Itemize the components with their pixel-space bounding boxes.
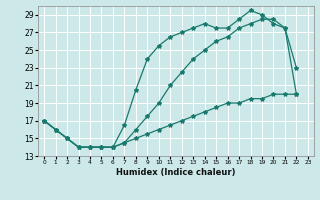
X-axis label: Humidex (Indice chaleur): Humidex (Indice chaleur) [116, 168, 236, 177]
